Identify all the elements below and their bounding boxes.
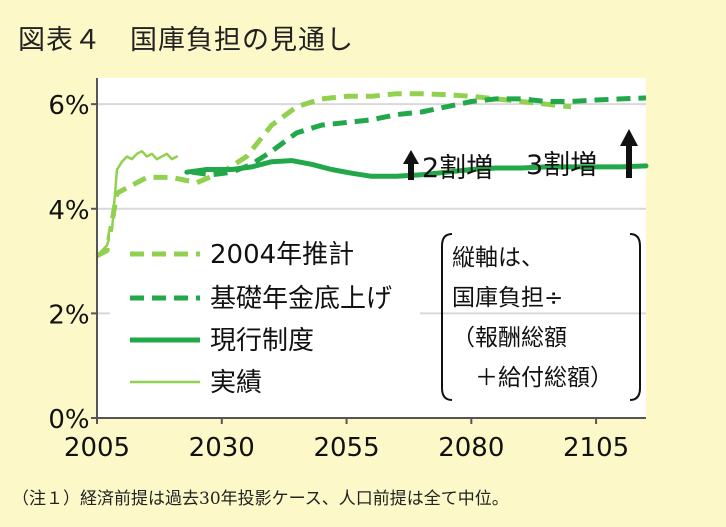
axis-note-line: ＋給付総額） (452, 365, 613, 391)
y-tick-label: 4% (48, 196, 89, 226)
legend-label: 基礎年金底上げ (210, 284, 392, 314)
x-tick-label: 2105 (563, 433, 629, 463)
left-bracket (441, 233, 453, 401)
up-arrow-icon (403, 150, 419, 180)
legend-label: 現行制度 (210, 326, 314, 356)
x-tick-label: 2030 (189, 433, 255, 463)
y-tick-label: 6% (48, 91, 89, 121)
axis-note-box: 縦軸は、 国庫負担÷ （報酬総額 ＋給付総額） (441, 233, 641, 401)
up-arrow-icon (620, 129, 638, 178)
annotation-increase-2: 2割増 (403, 150, 493, 184)
series-line (191, 95, 647, 178)
axis-note-line: 縦軸は、 (452, 245, 544, 271)
series-line (184, 158, 649, 179)
increase-3-label: 3割増 (526, 150, 597, 181)
y-tick-label: 0% (48, 405, 89, 435)
chart-title: 図表４ 国庫負担の見通し (18, 25, 354, 56)
annotation-increase-3: 3割増 (526, 129, 638, 181)
footnote: （注１）経済前提は過去30年投影ケース、人口前提は全て中位。 (12, 489, 509, 509)
increase-2-label: 2割増 (422, 153, 493, 184)
x-tick-label: 2055 (313, 433, 379, 463)
x-tick-label: 2080 (438, 433, 504, 463)
axis-note-line: 国庫負担÷ (452, 285, 563, 311)
legend: 2004年推計 基礎年金底上げ 現行制度 実績 (110, 232, 420, 407)
y-tick-label: 2% (48, 300, 89, 330)
right-bracket (629, 233, 641, 401)
legend-label: 実績 (210, 368, 262, 398)
legend-background (110, 232, 420, 407)
legend-label: 2004年推計 (210, 240, 354, 270)
axis-note-line: （報酬総額 (452, 325, 567, 351)
axes: 0% 2% 4% 6% 2005 2030 2055 2080 2105 (48, 78, 646, 463)
x-tick-label: 2005 (64, 433, 130, 463)
